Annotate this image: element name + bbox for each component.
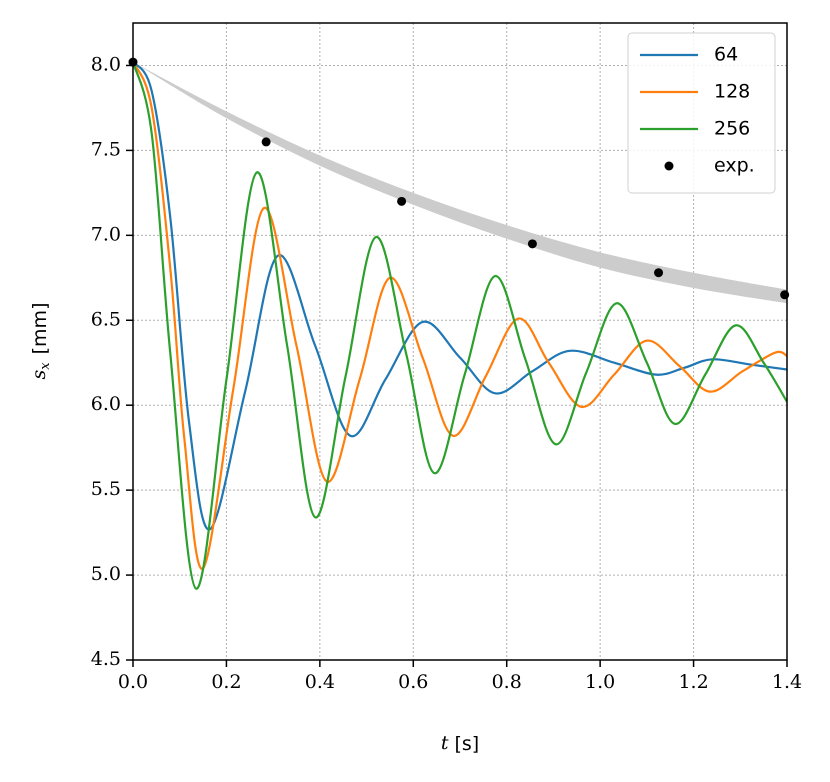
data-point <box>261 137 271 147</box>
data-point <box>397 196 407 206</box>
x-tick-label: 0.4 <box>305 671 335 693</box>
x-tick-label: 1.2 <box>678 671 708 693</box>
legend-label: 128 <box>714 81 750 103</box>
y-subscript: x <box>38 362 53 370</box>
series-line <box>133 61 787 590</box>
legend-label: exp. <box>714 155 755 177</box>
x-tick-label: 1.0 <box>585 671 615 693</box>
x-tick-label: 0.2 <box>211 671 241 693</box>
series-line <box>133 61 787 570</box>
x-axis-label: t [s] <box>441 732 479 755</box>
legend-box <box>627 32 776 194</box>
x-tick-label: 0.8 <box>492 671 522 693</box>
y-tick-label: 7.0 <box>91 223 121 245</box>
data-point <box>654 268 664 278</box>
series-line <box>133 61 787 531</box>
y-tick-label: 5.0 <box>91 563 121 585</box>
y-symbol: s <box>28 369 50 379</box>
y-unit: [mm] <box>29 303 51 355</box>
x-symbol: t <box>441 732 449 754</box>
plot-area <box>133 61 787 590</box>
legend-label: 64 <box>714 44 738 66</box>
legend-marker <box>664 161 674 171</box>
data-point <box>780 290 790 300</box>
x-tick-label: 1.4 <box>772 671 802 693</box>
axes-frame <box>132 22 788 661</box>
data-point <box>527 239 537 249</box>
y-tick-label: 7.5 <box>91 138 121 160</box>
y-tick-label: 8.0 <box>91 53 121 75</box>
y-tick-label: 4.5 <box>91 648 121 670</box>
legend-label: 256 <box>714 118 750 140</box>
y-tick-label: 6.0 <box>91 393 121 415</box>
y-tick-label: 6.5 <box>91 308 121 330</box>
x-unit: [s] <box>454 733 479 755</box>
uncertainty-band <box>133 62 787 304</box>
y-tick-label: 5.5 <box>91 478 121 500</box>
x-tick-label: 0.6 <box>398 671 428 693</box>
x-tick-label: 0.0 <box>118 671 148 693</box>
y-axis-label: sx [mm] <box>28 303 53 380</box>
